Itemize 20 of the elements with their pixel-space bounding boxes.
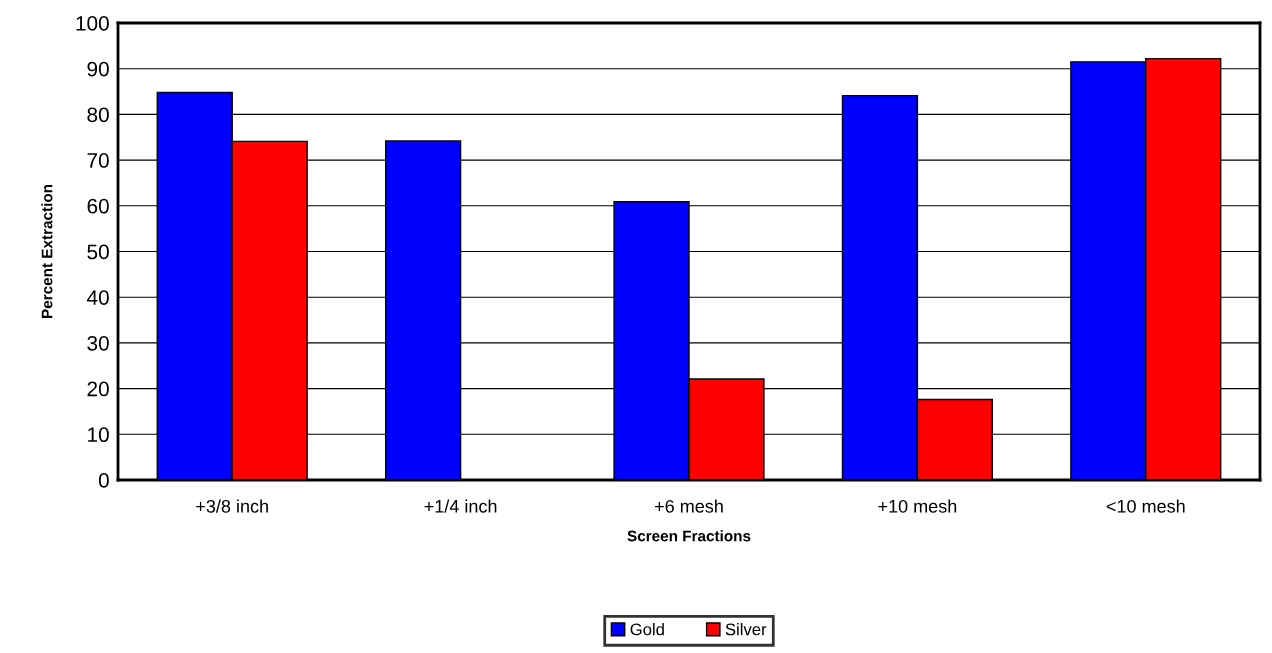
y-tick-label: 0 [98,473,109,488]
y-tick-label: 50 [87,244,109,260]
y-tick-label: 100 [76,16,109,31]
y-tick-label: 20 [87,381,109,397]
y-tick-label: 60 [87,198,109,214]
y-tick-label: 30 [87,335,109,351]
x-tick-label: +3/8 inch [196,499,268,513]
y-tick-label: 40 [86,290,109,305]
y-tick-label: 90 [87,61,109,77]
legend-label: Silver [725,623,767,636]
x-tick-label: +1/4 inch [424,499,497,513]
y-tick-label: 70 [87,153,109,168]
x-tick-label: <10 mesh [1106,499,1185,513]
y-tick-label: 10 [88,427,109,443]
y-tick-label: 80 [87,107,109,123]
x-tick-label: +10 mesh [878,499,957,513]
x-tick-label: +6 mesh [655,499,723,513]
legend-label: Gold [630,623,664,636]
x-axis-title: Screen Fractions [627,530,751,542]
y-axis-title: Percent Extraction [41,184,53,318]
